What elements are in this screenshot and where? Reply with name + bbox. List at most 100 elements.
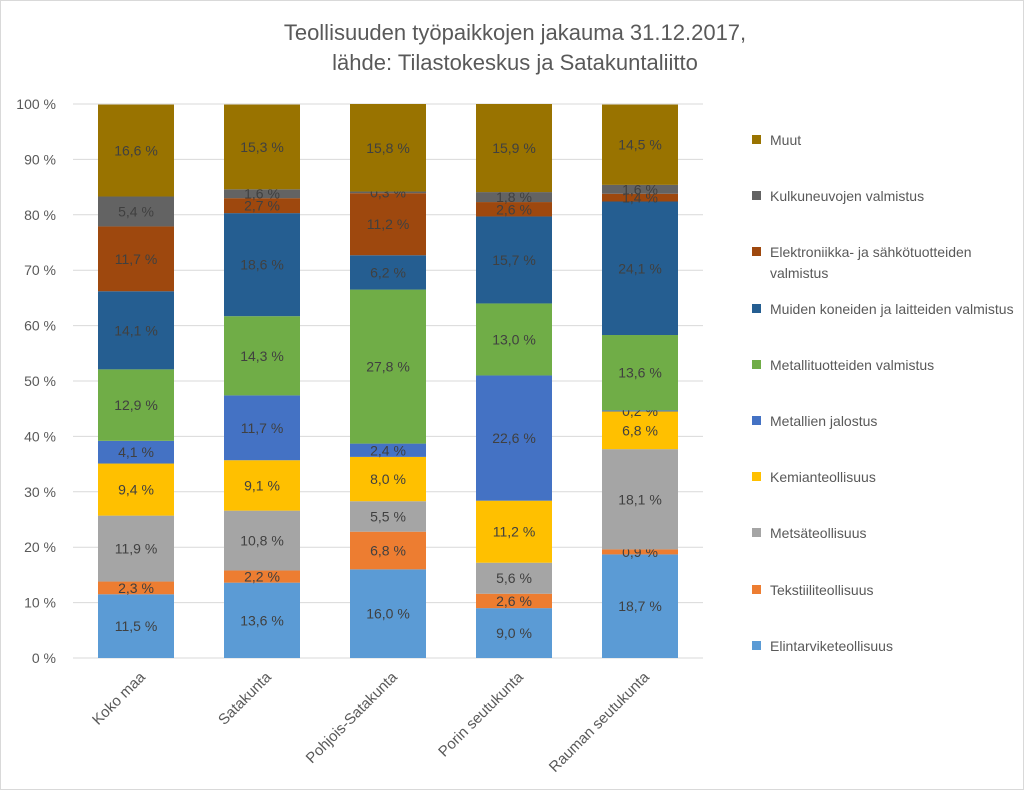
- bar-segment: [602, 411, 678, 450]
- bar-segment: [224, 316, 300, 396]
- bar-segment: [476, 500, 552, 563]
- data-label: 13,6 %: [240, 612, 284, 628]
- legend-label: Muiden koneiden ja laitteiden valmistus: [770, 300, 1014, 317]
- bar-segment: [350, 501, 426, 532]
- data-label: 1,6 %: [622, 181, 658, 197]
- chart-title: Teollisuuden työpaikkojen jakauma 31.12.…: [283, 20, 747, 45]
- data-label: 11,2 %: [367, 216, 410, 232]
- data-label: 2,4 %: [370, 442, 406, 458]
- legend-item: Elektroniikka- ja sähkötuotteiden valmis…: [752, 242, 1015, 284]
- bar-segment: [224, 510, 300, 571]
- legend-swatch: [752, 416, 761, 425]
- y-tick-label: 50 %: [24, 373, 56, 389]
- bar-segment: [476, 593, 552, 609]
- legend-item: Elintarviketeollisuus: [752, 636, 1015, 657]
- y-tick-label: 20 %: [24, 539, 56, 555]
- bar-segment: [602, 449, 678, 550]
- data-label: 2,3 %: [118, 580, 154, 596]
- data-label: 11,2 %: [493, 524, 536, 540]
- data-label: 9,4 %: [118, 482, 154, 498]
- data-label: 10,8 %: [240, 533, 284, 549]
- data-label: 6,2 %: [370, 264, 406, 280]
- data-label: 18,1 %: [618, 491, 662, 507]
- data-label: 15,7 %: [492, 252, 536, 268]
- x-category-label: Rauman seutukunta: [546, 668, 653, 775]
- bar-segment: [224, 104, 300, 190]
- bar-segment: [476, 202, 552, 217]
- legend-item: Metsäteollisuus: [752, 523, 1015, 544]
- bar-segment: [224, 582, 300, 658]
- x-category-label: Satakunta: [215, 668, 275, 728]
- data-label: 24,1 %: [618, 260, 662, 276]
- y-tick-label: 40 %: [24, 428, 56, 444]
- bar-segment: [98, 463, 174, 516]
- bar-segment: [602, 335, 678, 411]
- bar-segment: [98, 594, 174, 658]
- bar-segment: [98, 291, 174, 370]
- data-label: 5,6 %: [496, 570, 532, 586]
- legend-label: Tekstiiliteollisuus: [770, 581, 874, 598]
- data-label: 2,6 %: [496, 593, 532, 609]
- y-tick-label: 60 %: [24, 318, 56, 334]
- data-label: 15,8 %: [366, 140, 410, 156]
- data-label: 16,6 %: [114, 143, 158, 159]
- bar-segment: [476, 104, 552, 193]
- data-label: 2,7 %: [244, 198, 280, 214]
- bar-segment: [224, 395, 300, 461]
- bar-segment: [224, 198, 300, 214]
- bar-segment: [602, 184, 678, 194]
- legend-label: Metallituotteiden valmistus: [770, 356, 935, 373]
- y-tick-label: 80 %: [24, 207, 56, 223]
- bar-segment: [98, 515, 174, 582]
- legend-label: Metsäteollisuus: [770, 525, 867, 542]
- legend-label: Muut: [770, 132, 802, 148]
- bar-segment: [350, 289, 426, 444]
- legend-swatch: [752, 584, 761, 594]
- data-label: 8,0 %: [370, 471, 406, 487]
- bar-segment: [602, 193, 678, 202]
- y-tick-label: 100 %: [16, 96, 56, 112]
- legend-item: Metallituotteiden valmistus: [752, 355, 1015, 376]
- data-label: 2,2 %: [244, 569, 280, 585]
- bar-segment: [98, 226, 174, 292]
- legend-label: Metallien jalostus: [770, 413, 878, 429]
- legend-item: Kulkuneuvojen valmistus: [752, 186, 1015, 207]
- x-category-label: Pohjois-Satakunta: [303, 668, 402, 767]
- bar-segment: [476, 303, 552, 376]
- y-tick-label: 70 %: [24, 262, 56, 278]
- legend-label: Elintarviketeollisuus: [770, 637, 893, 654]
- bar-segment: [476, 216, 552, 304]
- data-label: 5,5 %: [370, 508, 406, 524]
- legend-swatch: [752, 247, 761, 257]
- legend-item: Muiden koneiden ja laitteiden valmistus: [752, 299, 1015, 320]
- data-label: 16,0 %: [366, 606, 410, 622]
- bar-segment: [350, 104, 426, 192]
- bar-segment: [350, 569, 426, 658]
- legend-swatch: [752, 472, 761, 482]
- data-label: 6,8 %: [622, 422, 658, 438]
- data-label: 6,8 %: [370, 543, 406, 559]
- legend-swatch: [752, 528, 761, 538]
- bar-segment: [98, 369, 174, 441]
- data-label: 13,6 %: [618, 365, 662, 381]
- bar-segment: [476, 375, 552, 501]
- bar-segment: [350, 456, 426, 502]
- chart-title-block: Teollisuuden työpaikkojen jakauma 31.12.…: [0, 18, 1024, 78]
- legend-label: Kulkuneuvojen valmistus: [770, 188, 925, 205]
- bar-segment: [98, 104, 174, 197]
- bar-segment: [224, 189, 300, 199]
- bar-segment: [350, 191, 426, 194]
- data-label: 4,1 %: [118, 444, 154, 460]
- legend-item: Muut: [752, 130, 1015, 151]
- bar-segment: [602, 554, 678, 658]
- y-tick-label: 10 %: [24, 595, 56, 611]
- x-category-label: Porin seutukunta: [435, 668, 527, 760]
- chart-subtitle: lähde: Tilastokeskus ja Satakuntaliitto: [332, 50, 698, 75]
- bar-segment: [350, 193, 426, 256]
- legend-swatch: [752, 640, 761, 650]
- data-label: 9,1 %: [244, 477, 280, 493]
- data-label: 14,1 %: [114, 322, 158, 338]
- legend-item: Metallien jalostus: [752, 411, 1015, 432]
- data-label: 14,3 %: [240, 348, 284, 364]
